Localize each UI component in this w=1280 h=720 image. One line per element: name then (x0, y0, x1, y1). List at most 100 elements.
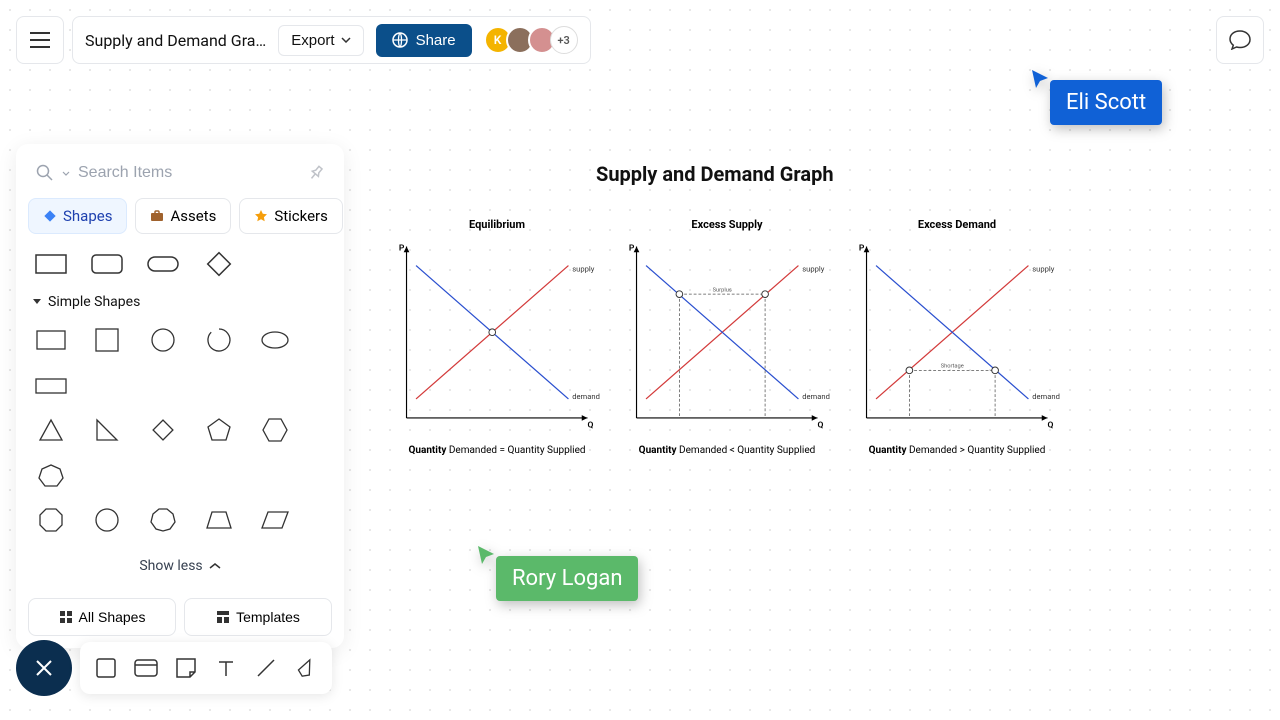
show-less-button[interactable]: Show less (28, 550, 332, 582)
collaborator-cursor-eli: Eli Scott (1030, 68, 1162, 125)
svg-text:Q: Q (1047, 420, 1053, 430)
shape-hexagon[interactable] (256, 416, 294, 444)
svg-text:Q: Q (817, 420, 823, 430)
cursor-label-rory: Rory Logan (496, 556, 638, 601)
tool-card[interactable] (128, 650, 164, 686)
tab-shapes[interactable]: Shapes (28, 198, 127, 234)
shape-decagon[interactable] (144, 506, 182, 534)
svg-text:P: P (859, 243, 865, 253)
templates-label: Templates (236, 609, 300, 625)
shape-heptagon[interactable] (32, 462, 70, 490)
svg-text:P: P (629, 243, 635, 253)
title-toolbar: Supply and Demand Gra… Export Share K +3 (72, 16, 591, 64)
shape-rhombus[interactable] (144, 416, 182, 444)
shape-rounded-rect[interactable] (88, 250, 126, 278)
chart-title: Equilibrium (392, 218, 602, 231)
comments-button[interactable] (1216, 16, 1264, 64)
chevron-down-icon (62, 171, 70, 176)
cursor-icon (1030, 68, 1050, 92)
tab-assets-label: Assets (170, 207, 216, 225)
chart-1[interactable]: Excess Supply P Q supply demand Surplus … (622, 218, 832, 456)
shape-square[interactable] (88, 326, 126, 354)
shape-pill[interactable] (144, 250, 182, 278)
section-simple-label: Simple Shapes (48, 294, 140, 310)
chart-0[interactable]: Equilibrium P Q supply demand Quantity D… (392, 218, 602, 456)
cursor-label-eli: Eli Scott (1050, 80, 1162, 125)
shape-arc[interactable] (200, 326, 238, 354)
shape-trapezoid[interactable] (200, 506, 238, 534)
svg-text:supply: supply (1032, 264, 1055, 273)
shape-octagon[interactable] (32, 506, 70, 534)
search-input[interactable] (78, 164, 300, 182)
tab-shapes-label: Shapes (63, 207, 112, 225)
shape-rect[interactable] (32, 250, 70, 278)
show-less-label: Show less (139, 558, 202, 574)
chevron-down-icon (341, 37, 351, 43)
comment-icon (1229, 30, 1251, 50)
share-label: Share (416, 32, 456, 49)
chart-title: Excess Demand (852, 218, 1062, 231)
tool-strip (80, 642, 332, 694)
cursor-icon (476, 544, 496, 568)
menu-button[interactable] (16, 16, 64, 64)
chevron-up-icon (209, 562, 221, 570)
tool-sticky-note[interactable] (168, 650, 204, 686)
close-icon (35, 659, 53, 677)
shape-circle[interactable] (144, 326, 182, 354)
tool-rectangle[interactable] (88, 650, 124, 686)
tool-text[interactable] (208, 650, 244, 686)
all-shapes-button[interactable]: All Shapes (28, 598, 176, 636)
tab-stickers[interactable]: Stickers (239, 198, 343, 234)
svg-text:demand: demand (572, 392, 600, 401)
chart-caption: Quantity Demanded > Quantity Supplied (852, 445, 1062, 456)
diamond-icon (43, 209, 57, 223)
globe-icon (392, 32, 408, 48)
collaborator-cursor-rory: Rory Logan (476, 544, 638, 601)
shape-ellipse[interactable] (256, 326, 294, 354)
canvas-title[interactable]: Supply and Demand Graph (596, 162, 834, 186)
share-button[interactable]: Share (376, 24, 472, 57)
briefcase-icon (150, 210, 164, 222)
shape-nonagon[interactable] (88, 506, 126, 534)
shape-right-triangle[interactable] (88, 416, 126, 444)
pin-icon[interactable] (305, 162, 328, 185)
tab-stickers-label: Stickers (274, 207, 328, 225)
star-icon (254, 209, 268, 223)
svg-text:supply: supply (802, 264, 825, 273)
document-title[interactable]: Supply and Demand Gra… (85, 31, 266, 50)
section-simple-shapes[interactable]: Simple Shapes (32, 294, 328, 310)
caret-down-icon (32, 298, 42, 306)
shape-rectangle[interactable] (32, 326, 70, 354)
tool-line[interactable] (248, 650, 284, 686)
avatar-more[interactable]: +3 (550, 26, 578, 54)
template-icon (216, 610, 230, 624)
collaborator-avatars[interactable]: K +3 (484, 26, 578, 54)
hamburger-icon (30, 32, 50, 48)
svg-text:supply: supply (572, 264, 595, 273)
chart-2[interactable]: Excess Demand P Q supply demand Shortage… (852, 218, 1062, 456)
shape-diamond[interactable] (200, 250, 238, 278)
export-label: Export (291, 32, 334, 49)
shape-triangle[interactable] (32, 416, 70, 444)
search-icon (36, 164, 54, 182)
templates-button[interactable]: Templates (184, 598, 332, 636)
chart-row: Equilibrium P Q supply demand Quantity D… (392, 218, 1062, 456)
tab-assets[interactable]: Assets (135, 198, 231, 234)
shape-pentagon[interactable] (200, 416, 238, 444)
svg-text:demand: demand (802, 392, 830, 401)
chart-caption: Quantity Demanded = Quantity Supplied (392, 445, 602, 456)
svg-text:demand: demand (1032, 392, 1060, 401)
close-fab[interactable] (16, 640, 72, 696)
tool-pen[interactable] (288, 650, 324, 686)
chart-title: Excess Supply (622, 218, 832, 231)
svg-text:P: P (399, 243, 405, 253)
shape-parallelogram[interactable] (256, 506, 294, 534)
all-shapes-label: All Shapes (79, 609, 146, 625)
shape-wide-rect[interactable] (32, 372, 70, 400)
grid-icon (59, 610, 73, 624)
svg-text:Q: Q (587, 420, 593, 430)
export-button[interactable]: Export (278, 25, 363, 56)
shapes-panel: Shapes Assets Stickers Simple Shapes (16, 144, 344, 648)
chart-caption: Quantity Demanded < Quantity Supplied (622, 445, 832, 456)
svg-text:Surplus: Surplus (713, 287, 732, 293)
